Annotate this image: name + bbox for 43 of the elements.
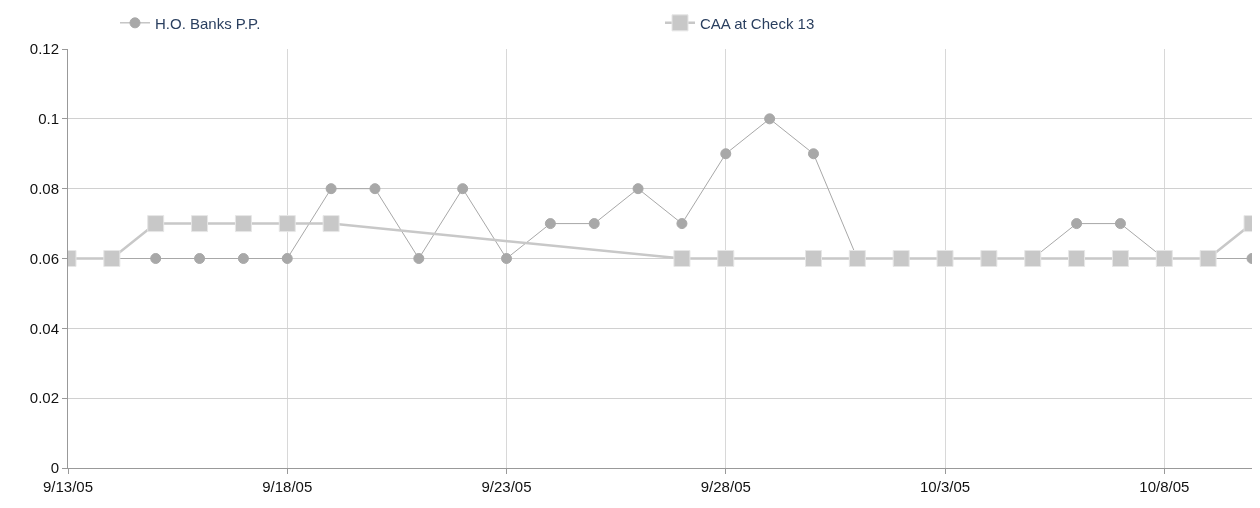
- point: [717, 250, 735, 267]
- point: [1071, 218, 1083, 230]
- x-tick-label: 10/3/05: [920, 478, 971, 495]
- y-tick-label: 0.02: [29, 389, 59, 407]
- point: [501, 253, 513, 264]
- point: [720, 148, 732, 160]
- point: [194, 253, 206, 264]
- point: [764, 113, 776, 125]
- point: [237, 253, 249, 264]
- point: [1068, 250, 1086, 267]
- point: [278, 215, 296, 233]
- point: [588, 218, 600, 230]
- point: [676, 218, 688, 230]
- point: [191, 215, 209, 233]
- point: [150, 253, 162, 264]
- legend-label: H.O. Banks P.P.: [155, 14, 261, 32]
- legend-label: CAA at Check 13: [700, 14, 815, 32]
- point: [322, 215, 340, 233]
- x-tick-label: 9/28/05: [700, 478, 751, 495]
- y-tick-label: 0.08: [29, 179, 59, 197]
- point: [369, 183, 381, 195]
- x-tick-label: 9/23/05: [481, 478, 532, 495]
- y-tick-label: 0: [50, 459, 59, 477]
- point: [1111, 250, 1129, 267]
- point: [632, 183, 644, 195]
- y-tick-label: 0.12: [29, 40, 59, 58]
- y-tick-label: 0.04: [29, 319, 59, 337]
- x-tick-label: 10/8/05: [1139, 478, 1190, 495]
- point: [457, 183, 469, 195]
- x-tick-label: 9/13/05: [42, 478, 94, 495]
- x-tick-label: 9/18/05: [262, 478, 313, 495]
- point: [234, 215, 252, 233]
- point: [544, 218, 556, 230]
- point: [325, 183, 337, 195]
- point: [147, 215, 165, 233]
- y-tick-label: 0.06: [29, 249, 59, 267]
- point: [807, 148, 819, 160]
- y-tick-label: 0.1: [38, 110, 59, 128]
- point: [281, 253, 293, 264]
- point: [804, 250, 822, 267]
- point: [673, 250, 691, 267]
- point: [1114, 218, 1126, 230]
- point: [413, 253, 425, 264]
